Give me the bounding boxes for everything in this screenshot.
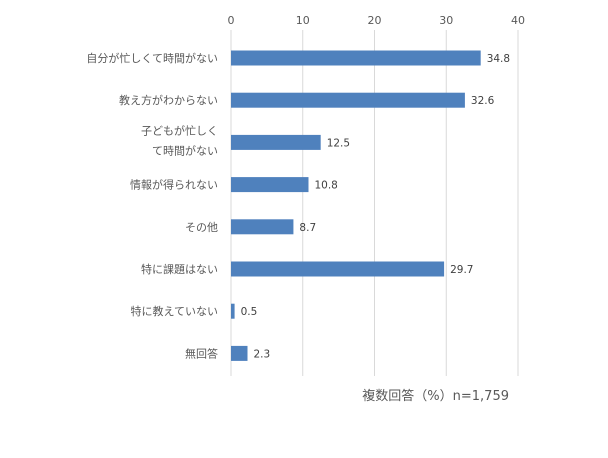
bar [231, 50, 481, 66]
category-label: 無回答 [185, 346, 218, 360]
bar [231, 219, 294, 235]
bar [231, 134, 321, 150]
bar [231, 92, 465, 108]
category-label: 特に教えていない [131, 304, 218, 318]
category-labels: 自分が忙しくて時間がない教え方がわからない子どもが忙しくて時間がない情報が得られ… [86, 51, 218, 360]
category-label: 子どもが忙しく [141, 123, 218, 137]
value-label: 10.8 [314, 180, 337, 192]
bar [231, 345, 248, 361]
value-label: 0.5 [241, 306, 258, 318]
category-label: 特に課題はない [141, 262, 218, 276]
x-tick-label: 10 [296, 14, 310, 27]
bar [231, 303, 235, 319]
value-label: 12.5 [327, 137, 350, 149]
x-tick-label: 30 [439, 14, 453, 27]
category-label: て時間がない [152, 143, 218, 157]
x-tick-labels: 0 10 20 30 40 [228, 14, 526, 27]
bars [231, 50, 481, 361]
bar [231, 261, 445, 277]
gridlines [230, 30, 519, 376]
value-label: 8.7 [299, 222, 316, 234]
value-label: 32.6 [471, 95, 495, 107]
value-label: 29.7 [450, 264, 473, 276]
category-label: 教え方がわからない [119, 93, 218, 107]
x-tick-label: 0 [228, 14, 235, 27]
x-tick-label: 40 [511, 14, 525, 27]
bar [231, 177, 309, 193]
sample-note: 複数回答（%）n=1,759 [362, 388, 509, 404]
value-label: 34.8 [487, 53, 510, 65]
category-label: 情報が得られない [130, 178, 218, 192]
value-label: 2.3 [254, 348, 271, 360]
category-label: その他 [185, 221, 218, 234]
category-label: 自分が忙しくて時間がない [86, 51, 218, 65]
x-tick-label: 20 [368, 14, 382, 27]
value-labels: 34.8 32.6 12.5 10.8 8.7 29.7 0.5 2.3 [241, 53, 510, 360]
